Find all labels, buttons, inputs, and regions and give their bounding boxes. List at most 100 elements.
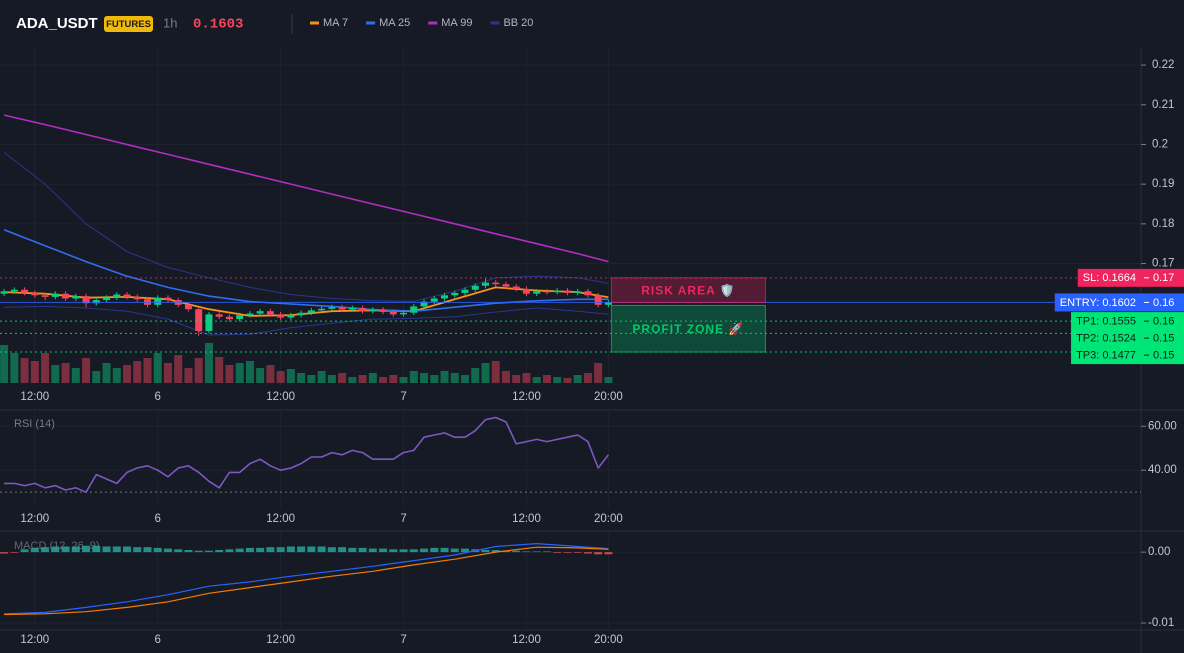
bb-lower [4,305,609,336]
x-tick-label: 7 [400,391,406,403]
volume-bar [307,375,316,383]
y-tick-label: 0.00 [1148,546,1170,558]
macd-histogram-bar [174,549,183,553]
level-label-bg [1071,329,1184,348]
volume-bar [471,368,480,383]
macd-histogram-bar [512,550,521,553]
candle-body [31,292,39,296]
macd-histogram-bar [297,546,306,553]
volume-bar [286,369,295,383]
y-tick-label: 0.22 [1152,59,1174,71]
candle-body [563,290,571,293]
zone [610,304,766,353]
candle-body [461,289,469,293]
x-tick-label: 12:00 [512,391,541,403]
macd-histogram-bar [307,546,316,553]
macd-histogram-bar [82,545,91,553]
volume-bar [153,353,162,383]
candle-body [236,315,244,320]
volume-bar [563,378,572,383]
rsi-line [4,416,610,493]
macd-histogram-bar [389,549,398,553]
volume-bar [583,373,592,383]
candle-body [338,307,346,310]
legend-label: MA 25 [379,17,410,29]
zone-label: PROFIT ZONE 🚀 [632,322,744,336]
macd-histogram-bar [532,551,541,553]
volume-bar [256,368,265,383]
x-tick-label: 12:00 [20,513,49,525]
candle-body [266,311,274,315]
macd-histogram-bar [235,548,244,553]
candle-body [21,289,29,293]
candle-body [307,310,315,313]
y-tick-label: 40.00 [1148,464,1177,476]
macd-line [4,543,609,615]
macd-histogram-bar [102,546,111,553]
x-tick-label: 12:00 [20,634,49,646]
candle-body [103,297,111,301]
level-label: ENTRY: 0.1602 [1060,297,1136,309]
candle-body [359,307,367,312]
y-tick-label: -0.01 [1148,617,1174,629]
candle-body [41,295,49,297]
candle-body [369,309,377,312]
candle-body [256,311,264,314]
volume-bar [297,373,306,383]
macd-histogram-bar [491,550,500,553]
y-tick-label: 0.18 [1152,218,1174,230]
candle-body [430,298,438,302]
candle-body [113,294,121,298]
volume-bar [143,358,152,383]
candle-body [574,291,582,293]
volume-bar [133,361,142,383]
candle-body [492,282,500,285]
macd-histogram-bar [583,552,592,554]
macd-histogram-bar [286,546,295,553]
macd-histogram-bar [604,552,613,555]
macd-histogram-bar [256,547,265,553]
level-label: SL: 0.1664 [1083,272,1136,284]
volume-bar [204,343,213,383]
macd-histogram-bar [276,547,285,553]
candle-body [215,314,223,317]
macd-histogram-bar [430,547,439,553]
volume-bar [184,368,193,383]
volume-bar [573,375,582,383]
badge-bg [104,16,153,32]
candle-body [82,296,90,304]
candle-body [164,297,172,301]
x-tick-label: 12:00 [20,391,49,403]
macd-histogram-bar [51,546,60,553]
macd-histogram-bar [92,545,101,553]
interval: 1h [163,15,177,30]
candle-body [389,311,397,315]
volume-bar [225,365,234,383]
candle-body [451,292,459,296]
volume-bar [399,377,408,383]
volume-bar [215,357,224,383]
candle-body [133,296,141,300]
panel-title: RSI (14) [14,418,55,430]
volume-bar [604,377,613,383]
level-label: TP1: 0.1555 [1076,315,1136,327]
volume-bar [41,353,50,383]
volume-bar [10,353,19,383]
candle-body [0,291,8,294]
volume-bar [389,375,398,383]
volume-bar [276,371,285,383]
level-label: TP3: 0.1477 [1076,349,1136,361]
x-tick-label: 7 [400,513,406,525]
candle-body [512,286,520,289]
volume-bar [450,373,459,383]
macd-histogram-bar [317,546,326,553]
macd-histogram-bar [461,548,470,553]
macd-histogram-bar [184,550,193,553]
candle-body [287,315,295,318]
macd-histogram-bar [563,552,572,553]
x-tick-label: 20:00 [594,391,623,403]
x-tick-label: 7 [400,634,406,646]
candle-body [533,291,541,294]
last-price: 0.1603 [193,17,243,33]
